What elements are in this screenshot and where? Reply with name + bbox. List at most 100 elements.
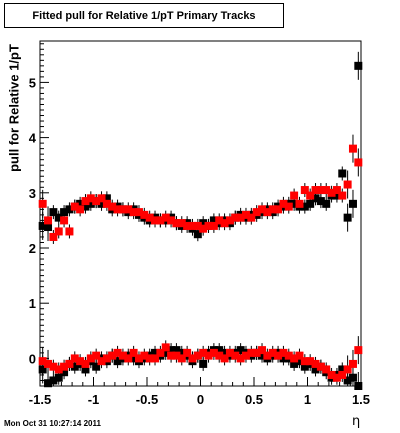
data-point (279, 354, 288, 363)
axis-ticks (39, 43, 362, 387)
data-point (172, 351, 181, 360)
x-tick-label: -1.5 (29, 392, 51, 407)
data-point (156, 348, 165, 357)
y-axis-label: pull for Relative 1/pT (6, 44, 22, 172)
data-point (38, 365, 47, 374)
data-point (327, 370, 336, 379)
data-point (113, 348, 122, 357)
data-point (76, 205, 85, 214)
data-point (295, 357, 304, 366)
error-bars (42, 51, 359, 386)
data-point (54, 213, 63, 222)
data-point (113, 205, 122, 214)
data-point (102, 354, 111, 363)
data-point (44, 216, 53, 225)
data-point (54, 373, 63, 382)
x-tick-label: 0.5 (245, 392, 263, 407)
data-point (316, 197, 325, 206)
data-point (322, 199, 331, 208)
data-point (81, 202, 90, 211)
data-point (44, 359, 53, 368)
data-point (161, 213, 170, 222)
data-point (134, 208, 143, 217)
data-point (258, 351, 267, 360)
data-point (199, 224, 208, 233)
data-point (140, 210, 149, 219)
data-point (354, 382, 363, 390)
data-point (284, 202, 293, 211)
data-point (193, 351, 202, 360)
data-point (193, 230, 202, 239)
data-point (65, 205, 74, 214)
data-point (60, 368, 69, 377)
data-point (161, 348, 170, 357)
data-point (300, 357, 309, 366)
data-point (241, 351, 250, 360)
data-point (108, 202, 117, 211)
data-point (354, 346, 363, 355)
data-point (172, 346, 181, 355)
data-point (241, 210, 250, 219)
data-point (215, 346, 224, 355)
data-point (70, 362, 79, 371)
data-point (92, 362, 101, 371)
data-point (332, 373, 341, 382)
data-point (129, 354, 138, 363)
data-point (60, 362, 69, 371)
data-point (300, 186, 309, 195)
x-tick-label: -0.5 (136, 392, 158, 407)
data-point (124, 354, 133, 363)
data-point (49, 376, 58, 385)
data-point (44, 223, 53, 232)
data-point (338, 370, 347, 379)
data-point (247, 213, 256, 222)
data-point (38, 357, 47, 366)
data-point (279, 199, 288, 208)
data-point (81, 197, 90, 206)
data-point (193, 221, 202, 230)
data-point (332, 186, 341, 195)
data-point (258, 346, 267, 355)
data-point (295, 199, 304, 208)
data-point (236, 213, 245, 222)
data-point (97, 194, 106, 203)
data-point (263, 208, 272, 217)
timestamp: Mon Oct 31 10:27:14 2011 (4, 419, 101, 428)
data-point (252, 348, 261, 357)
data-point (177, 219, 186, 228)
data-point (86, 194, 95, 203)
data-point (124, 205, 133, 214)
data-point (215, 351, 224, 360)
data-point (327, 188, 336, 197)
data-point (316, 362, 325, 371)
data-point (161, 343, 170, 352)
data-point (209, 216, 218, 225)
data-point (268, 348, 277, 357)
data-point (49, 232, 58, 241)
data-point (92, 197, 101, 206)
data-point (199, 359, 208, 368)
data-point (54, 365, 63, 374)
data-point (76, 199, 85, 208)
data-point (97, 199, 106, 208)
data-point (220, 348, 229, 357)
y-tick-label: 1 (29, 296, 36, 311)
data-point (183, 348, 192, 357)
y-tick-label: 3 (29, 186, 36, 201)
data-point (343, 213, 352, 222)
data-point (322, 186, 331, 195)
data-point (295, 351, 304, 360)
data-point (145, 213, 154, 222)
data-point (348, 373, 357, 382)
data-point (300, 202, 309, 211)
data-point (354, 61, 363, 70)
data-point (118, 351, 127, 360)
data-point (188, 354, 197, 363)
x-tick-label: 1 (304, 392, 311, 407)
data-point (348, 199, 357, 208)
data-point (274, 351, 283, 360)
data-point (81, 359, 90, 368)
data-point (236, 346, 245, 355)
data-point (220, 354, 229, 363)
data-point (38, 221, 47, 230)
